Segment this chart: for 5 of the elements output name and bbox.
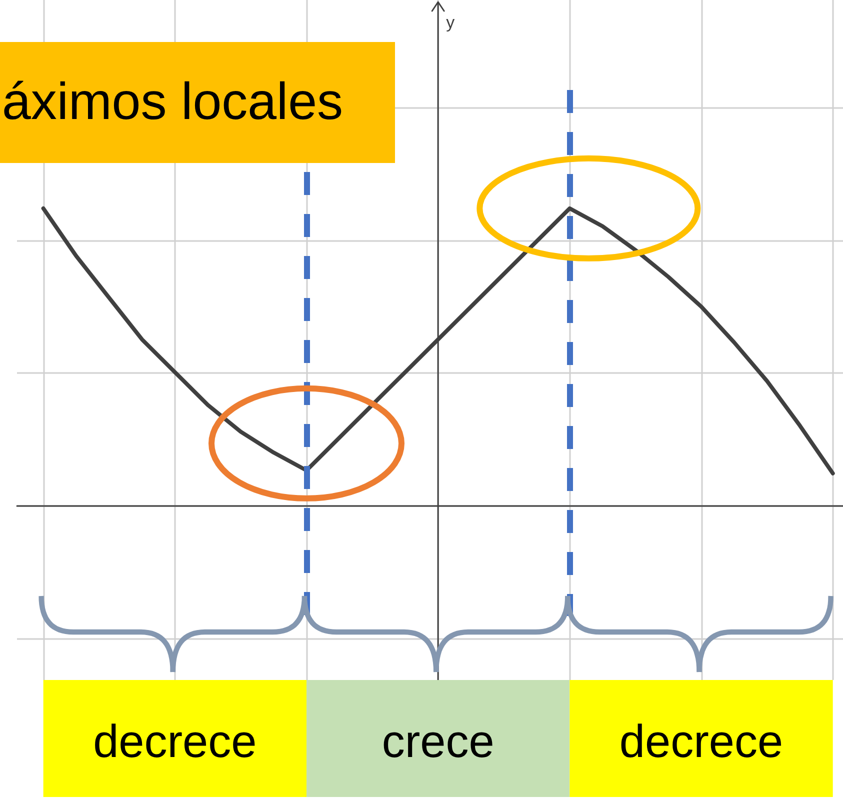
chart-title: áximos locales (0, 42, 396, 163)
text: crece (382, 715, 494, 767)
text: decrece (619, 715, 784, 767)
text: y (446, 13, 456, 32)
text: decrece (93, 715, 257, 767)
